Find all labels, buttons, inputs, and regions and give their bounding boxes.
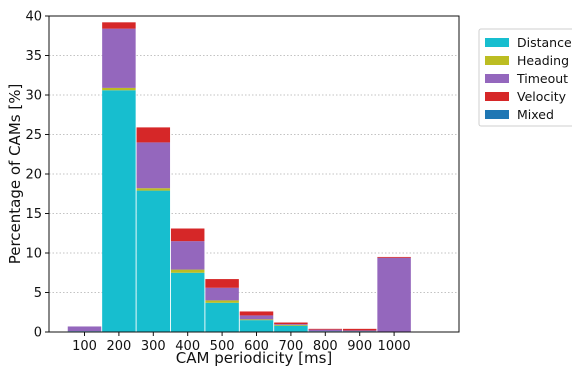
x-tick-label: 200: [106, 339, 131, 354]
ticks-layer: 0 5 10 15 20 25 30 35 40 100 200 300 400 500 600 700 800…: [25, 10, 410, 355]
bar-segment-distance: [239, 320, 274, 332]
bar-segment-velocity: [239, 311, 274, 316]
x-tick-label: 700: [278, 339, 303, 354]
bar-segment-distance: [274, 325, 308, 332]
legend-label: Heading: [517, 53, 569, 68]
bar-segment-velocity: [136, 127, 171, 143]
bar-segment-velocity: [102, 22, 136, 29]
y-axis-title: Percentage of CAMs [%]: [6, 84, 24, 265]
legend-frame: [478, 28, 572, 127]
legend-swatch: [485, 56, 509, 65]
bar-segment-distance: [170, 272, 205, 332]
bar-segment-velocity: [308, 328, 343, 330]
x-tick-label: 600: [244, 339, 269, 354]
y-tick-label: 25: [25, 128, 42, 143]
y-tick-label: 10: [25, 247, 42, 262]
bar-segment-heading: [205, 300, 239, 303]
bar-segment-timeout: [102, 28, 136, 88]
bar-segment-timeout: [274, 324, 308, 325]
bar-segment-heading: [102, 87, 136, 91]
bar-segment-timeout: [377, 257, 411, 332]
legend-label: Mixed: [517, 107, 554, 122]
bar-segment-heading: [239, 319, 274, 321]
bar-segment-timeout: [205, 287, 239, 301]
bar-segment-velocity: [170, 228, 205, 242]
y-tick-label: 5: [34, 286, 42, 301]
y-tick-label: 0: [34, 326, 42, 341]
bar-segment-distance: [205, 302, 239, 332]
legend-swatch: [485, 74, 509, 83]
legend-label: Velocity: [517, 89, 567, 104]
y-tick-label: 35: [25, 49, 42, 64]
x-tick-label: 500: [210, 339, 235, 354]
bar-segment-velocity: [274, 322, 308, 325]
bar-segment-velocity: [342, 328, 377, 331]
x-axis-title: CAM periodicity [ms]: [176, 349, 332, 367]
bar-segment-heading: [170, 269, 205, 273]
x-tick-label: 400: [175, 339, 200, 354]
x-tick-label: 300: [141, 339, 166, 354]
bars-layer: [67, 22, 411, 332]
bar-segment-timeout: [67, 326, 102, 332]
legend-swatch: [485, 38, 509, 47]
bar-segment-timeout: [342, 330, 377, 332]
legend-label: Distance: [517, 35, 572, 50]
bar-segment-heading: [274, 324, 308, 326]
bar-segment-timeout: [170, 241, 205, 270]
bar-segment-distance: [102, 90, 136, 332]
x-tick-label: 900: [347, 339, 372, 354]
legend-swatch: [485, 92, 509, 101]
x-tick-label: 800: [313, 339, 338, 354]
y-tick-label: 30: [25, 89, 42, 104]
bar-segment-velocity: [205, 279, 239, 288]
bar-segment-timeout: [136, 142, 171, 189]
bar-segment-distance: [136, 190, 171, 332]
legend-label: Timeout: [516, 71, 568, 86]
legend-swatch: [485, 110, 509, 119]
y-tick-label: 40: [25, 10, 42, 25]
bar-segment-timeout: [308, 329, 343, 332]
y-tick-label: 15: [25, 207, 42, 222]
y-tick-label: 20: [25, 168, 42, 183]
bar-segment-velocity: [377, 256, 411, 258]
x-tick-label: 100: [72, 339, 97, 354]
bar-segment-heading: [136, 188, 171, 191]
legend: Distance Heading Timeout Velocity Mixed: [478, 28, 572, 127]
bar-segment-timeout: [239, 315, 274, 320]
x-tick-label: 1000: [378, 339, 411, 354]
